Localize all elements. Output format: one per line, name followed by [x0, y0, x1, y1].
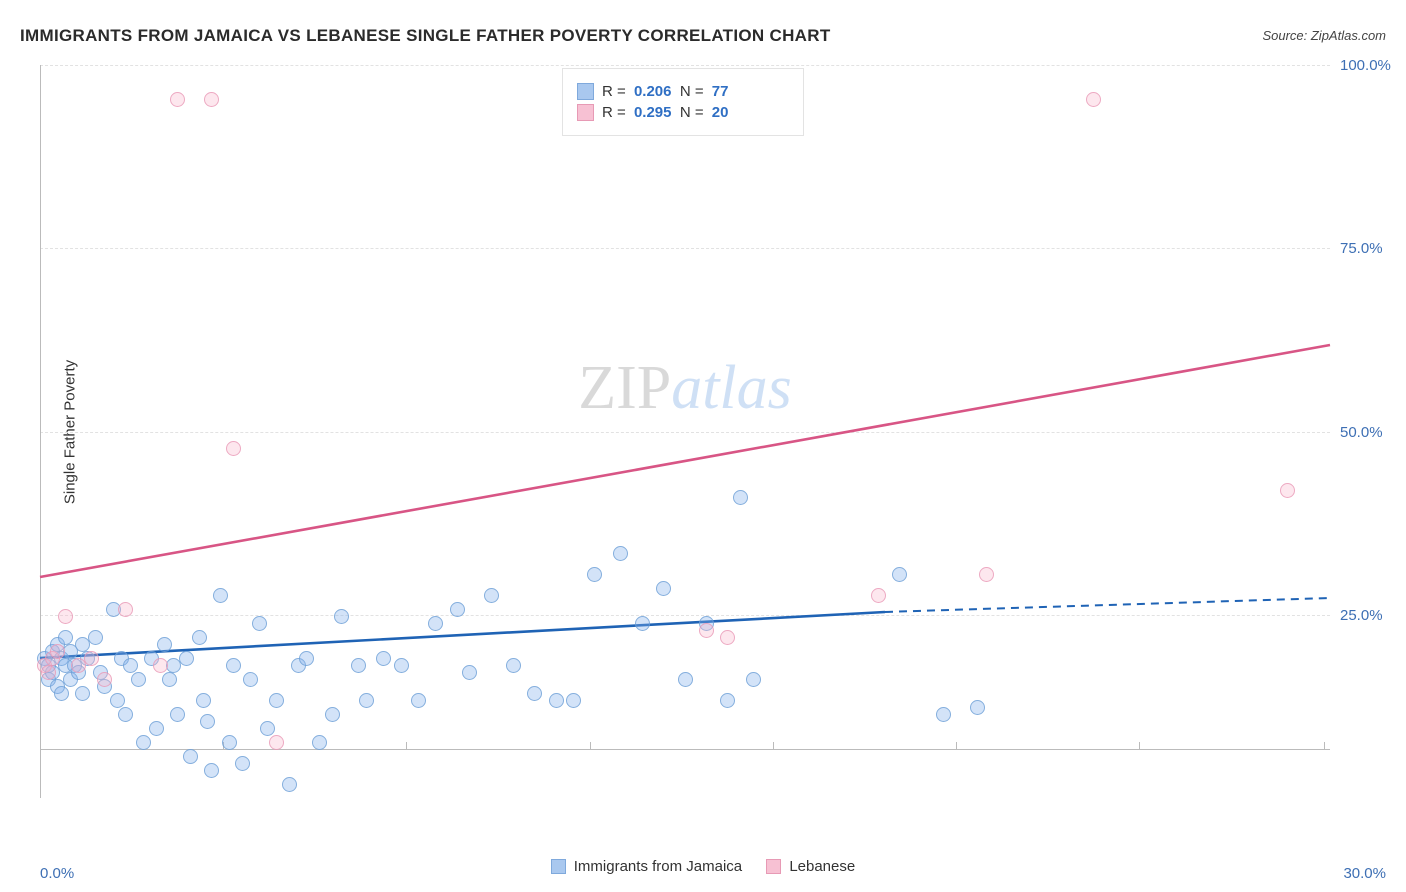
scatter-point-immigrants-from-jamaica[interactable]: [566, 693, 581, 708]
scatter-point-immigrants-from-jamaica[interactable]: [656, 581, 671, 596]
scatter-point-immigrants-from-jamaica[interactable]: [170, 707, 185, 722]
scatter-point-immigrants-from-jamaica[interactable]: [450, 602, 465, 617]
gridline-label-100: 100.0%: [1340, 57, 1406, 74]
plot-area: Single Father Poverty 100.0% 75.0% 50.0%…: [40, 65, 1330, 798]
scatter-point-immigrants-from-jamaica[interactable]: [359, 693, 374, 708]
gridline-label-50: 50.0%: [1340, 424, 1406, 441]
scatter-point-lebanese[interactable]: [871, 588, 886, 603]
scatter-point-immigrants-from-jamaica[interactable]: [179, 651, 194, 666]
scatter-point-immigrants-from-jamaica[interactable]: [394, 658, 409, 673]
scatter-point-immigrants-from-jamaica[interactable]: [204, 763, 219, 778]
scatter-point-immigrants-from-jamaica[interactable]: [157, 637, 172, 652]
scatter-point-immigrants-from-jamaica[interactable]: [299, 651, 314, 666]
chart-title: IMMIGRANTS FROM JAMAICA VS LEBANESE SING…: [20, 26, 831, 46]
scatter-point-immigrants-from-jamaica[interactable]: [110, 693, 125, 708]
scatter-point-lebanese[interactable]: [41, 665, 56, 680]
chart-container: IMMIGRANTS FROM JAMAICA VS LEBANESE SING…: [0, 0, 1406, 892]
bottom-legend-item-jamaica[interactable]: Immigrants from Jamaica: [551, 858, 742, 875]
trendline-svg: [40, 65, 1330, 798]
scatter-point-lebanese[interactable]: [84, 651, 99, 666]
scatter-point-immigrants-from-jamaica[interactable]: [252, 616, 267, 631]
scatter-point-immigrants-from-jamaica[interactable]: [428, 616, 443, 631]
scatter-point-immigrants-from-jamaica[interactable]: [222, 735, 237, 750]
scatter-point-immigrants-from-jamaica[interactable]: [312, 735, 327, 750]
scatter-point-immigrants-from-jamaica[interactable]: [235, 756, 250, 771]
scatter-point-immigrants-from-jamaica[interactable]: [527, 686, 542, 701]
scatter-point-lebanese[interactable]: [979, 567, 994, 582]
scatter-point-lebanese[interactable]: [50, 644, 65, 659]
trendline-jamaica-dashed: [885, 598, 1330, 612]
scatter-point-immigrants-from-jamaica[interactable]: [196, 693, 211, 708]
scatter-point-immigrants-from-jamaica[interactable]: [162, 672, 177, 687]
gridline-label-75: 75.0%: [1340, 240, 1406, 257]
scatter-point-lebanese[interactable]: [97, 672, 112, 687]
trendline-lebanese: [40, 345, 1330, 577]
scatter-point-immigrants-from-jamaica[interactable]: [506, 658, 521, 673]
scatter-point-immigrants-from-jamaica[interactable]: [269, 693, 284, 708]
scatter-point-immigrants-from-jamaica[interactable]: [136, 735, 151, 750]
scatter-point-immigrants-from-jamaica[interactable]: [149, 721, 164, 736]
correlation-legend: R = 0.206 N = 77 R = 0.295 N = 20: [562, 68, 804, 136]
scatter-point-immigrants-from-jamaica[interactable]: [200, 714, 215, 729]
scatter-point-immigrants-from-jamaica[interactable]: [970, 700, 985, 715]
scatter-point-immigrants-from-jamaica[interactable]: [334, 609, 349, 624]
bottom-legend: Immigrants from Jamaica Lebanese: [0, 858, 1406, 878]
scatter-point-immigrants-from-jamaica[interactable]: [325, 707, 340, 722]
legend-swatch-jamaica: [577, 83, 594, 100]
scatter-point-lebanese[interactable]: [269, 735, 284, 750]
scatter-point-lebanese[interactable]: [1280, 483, 1295, 498]
scatter-point-lebanese[interactable]: [153, 658, 168, 673]
legend-row-jamaica: R = 0.206 N = 77: [577, 83, 789, 100]
scatter-point-immigrants-from-jamaica[interactable]: [54, 686, 69, 701]
scatter-point-immigrants-from-jamaica[interactable]: [936, 707, 951, 722]
scatter-point-immigrants-from-jamaica[interactable]: [183, 749, 198, 764]
scatter-point-immigrants-from-jamaica[interactable]: [260, 721, 275, 736]
source-label: Source: ZipAtlas.com: [1262, 28, 1386, 43]
legend-row-lebanese: R = 0.295 N = 20: [577, 104, 789, 121]
scatter-point-immigrants-from-jamaica[interactable]: [226, 658, 241, 673]
gridline-label-25: 25.0%: [1340, 607, 1406, 624]
scatter-point-immigrants-from-jamaica[interactable]: [635, 616, 650, 631]
scatter-point-immigrants-from-jamaica[interactable]: [282, 777, 297, 792]
scatter-point-immigrants-from-jamaica[interactable]: [678, 672, 693, 687]
scatter-point-immigrants-from-jamaica[interactable]: [351, 658, 366, 673]
scatter-point-immigrants-from-jamaica[interactable]: [123, 658, 138, 673]
scatter-point-immigrants-from-jamaica[interactable]: [192, 630, 207, 645]
scatter-point-immigrants-from-jamaica[interactable]: [243, 672, 258, 687]
legend-swatch-lebanese: [577, 104, 594, 121]
scatter-point-lebanese[interactable]: [699, 623, 714, 638]
bottom-legend-item-lebanese[interactable]: Lebanese: [766, 858, 855, 875]
scatter-point-immigrants-from-jamaica[interactable]: [484, 588, 499, 603]
scatter-point-immigrants-from-jamaica[interactable]: [549, 693, 564, 708]
scatter-point-immigrants-from-jamaica[interactable]: [411, 693, 426, 708]
bottom-legend-swatch-jamaica: [551, 859, 566, 874]
bottom-legend-swatch-lebanese: [766, 859, 781, 874]
